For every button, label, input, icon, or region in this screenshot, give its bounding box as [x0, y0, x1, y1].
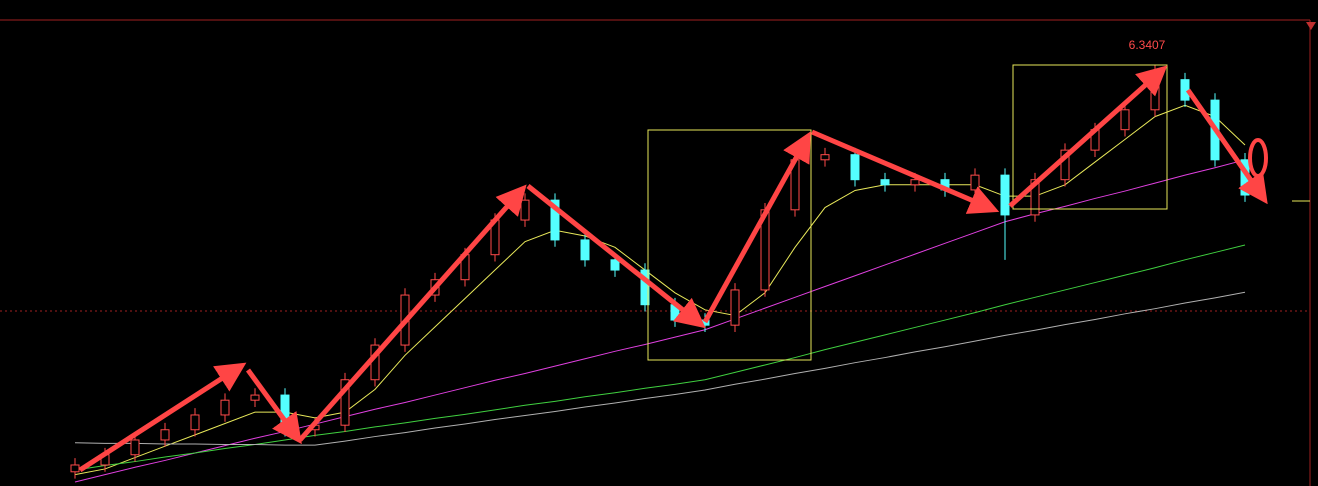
arrow: [811, 129, 1000, 214]
trend-arrows: [78, 65, 1268, 473]
candle-body: [880, 179, 890, 186]
candle-body: [610, 259, 620, 271]
candle-body: [580, 239, 590, 261]
candle-body: [340, 379, 350, 426]
moving-average: [74, 159, 1246, 483]
high-label: 6.3407: [1129, 38, 1166, 52]
highlight-box: [1012, 64, 1168, 210]
candle-body: [850, 154, 860, 181]
candle-body: [1150, 79, 1160, 111]
moving-average: [74, 104, 1246, 476]
highlight-box: [647, 129, 812, 361]
candle-body: [220, 399, 230, 416]
candle-body: [1030, 179, 1040, 216]
arrow: [526, 184, 706, 329]
arrow: [78, 362, 247, 473]
candle-body: [1000, 174, 1010, 216]
candle-body: [970, 174, 980, 191]
candle-body: [550, 199, 560, 241]
candle-body: [640, 269, 650, 306]
plot: 6.3407: [70, 38, 1250, 483]
candle-body: [820, 154, 830, 161]
candle-body: [520, 199, 530, 221]
circle-mark: [1248, 138, 1268, 178]
candle-body: [250, 394, 260, 401]
candle-body: [70, 464, 80, 473]
candle-body: [910, 179, 920, 186]
arrow: [298, 184, 527, 442]
arrow: [702, 131, 811, 324]
candle-body: [1060, 149, 1070, 181]
moving-average: [74, 291, 1246, 446]
arrow: [245, 368, 302, 445]
moving-average: [74, 244, 1246, 471]
arrow: [1008, 65, 1168, 208]
arrow: [1185, 88, 1268, 205]
candle-body: [730, 289, 740, 326]
corner-marker: [1306, 22, 1316, 30]
candle-body: [190, 414, 200, 431]
candle-body: [1180, 79, 1190, 101]
candle-body: [160, 429, 170, 441]
candle-body: [1120, 109, 1130, 131]
candle-body: [130, 439, 140, 456]
